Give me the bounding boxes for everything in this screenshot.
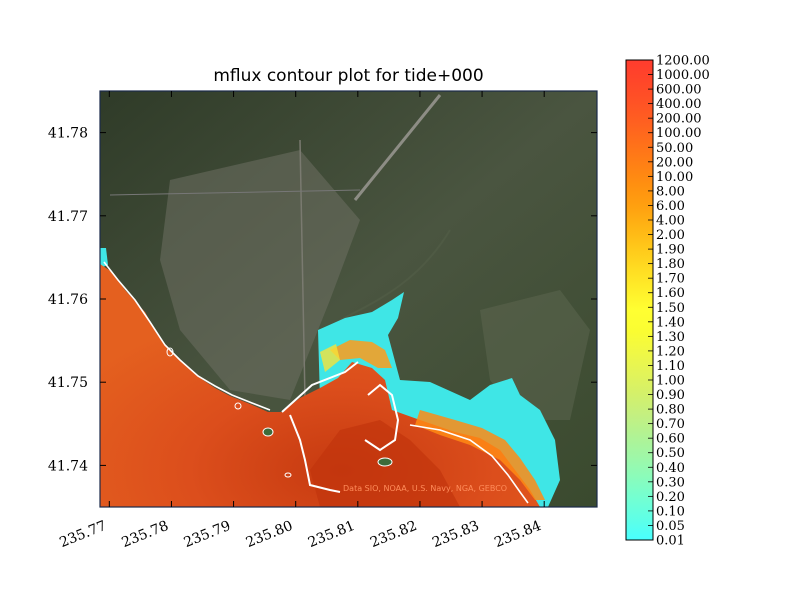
island <box>377 457 393 467</box>
colorbar-label: 0.30 <box>656 475 685 490</box>
y-tick-label: 41.76 <box>48 292 88 308</box>
x-tick-label: 235.79 <box>182 518 233 551</box>
colorbar-label: 0.20 <box>656 490 685 505</box>
colorbar-label: 6.00 <box>656 199 685 214</box>
urban-area <box>160 150 360 400</box>
rock <box>284 472 292 478</box>
colorbar-label: 1.30 <box>656 330 685 345</box>
transition-band <box>330 340 392 368</box>
colorbar-label: 1.10 <box>656 359 685 374</box>
colorbar-label: 1.50 <box>656 301 685 316</box>
colorbar-label: 0.10 <box>656 504 685 519</box>
shallow-water-west <box>100 248 108 268</box>
y-tick-label: 41.77 <box>48 209 88 225</box>
rock <box>166 347 174 357</box>
colorbar-label: 0.01 <box>656 534 685 549</box>
jetty <box>281 361 359 493</box>
x-tick-label: 235.81 <box>306 518 357 551</box>
coastline-east <box>409 424 529 504</box>
colorbar-label: 50.00 <box>656 141 693 156</box>
x-tick-label: 235.84 <box>492 518 543 551</box>
colorbar-label: 8.00 <box>656 184 685 199</box>
ocean-flux-field <box>100 264 540 507</box>
plot-area: Data SIO, NOAA, U.S. Navy, NGA, GEBCO <box>100 91 597 507</box>
colorbar-label: 1.70 <box>656 272 685 287</box>
rock <box>234 402 242 410</box>
transition-band <box>320 344 340 372</box>
colorbar-label: 1.00 <box>656 374 685 389</box>
colorbar-label: 10.00 <box>656 170 693 185</box>
road <box>109 189 361 196</box>
highway <box>353 94 442 201</box>
colorbar-label: 1200.00 <box>656 54 710 69</box>
jetty <box>364 383 400 452</box>
y-tick-label: 41.78 <box>48 126 88 142</box>
colorbar-label: 0.90 <box>656 388 685 403</box>
x-tick-label: 235.80 <box>244 518 295 551</box>
colorbar-label: 1.40 <box>656 315 685 330</box>
colorbar-label: 2.00 <box>656 228 685 243</box>
colorbar-label: 1.80 <box>656 257 685 272</box>
chart-title: mflux contour plot for tide+000 <box>213 66 484 86</box>
x-tick-label: 235.82 <box>368 518 419 551</box>
y-tick-label: 41.75 <box>48 375 88 391</box>
colorbar-label: 0.05 <box>656 519 685 534</box>
colorbar-label: 600.00 <box>656 83 702 98</box>
colorbar-ramp <box>625 59 654 541</box>
river <box>339 229 451 321</box>
colorbar-label: 20.00 <box>656 155 693 170</box>
colorbar-label: 200.00 <box>656 112 702 127</box>
colorbar-label: 1.60 <box>656 286 685 301</box>
colorbar-label: 1.90 <box>656 243 685 258</box>
colorbar-label: 0.70 <box>656 417 685 432</box>
coastline <box>103 261 271 411</box>
colorbar-label: 0.50 <box>656 446 685 461</box>
colorbar-label: 1000.00 <box>656 68 710 83</box>
road <box>299 139 306 401</box>
islet <box>262 427 274 437</box>
colorbar-label: 4.00 <box>656 214 685 229</box>
colorbar-label: 0.80 <box>656 403 685 418</box>
colorbar-label: 400.00 <box>656 97 702 112</box>
colorbar-label: 0.40 <box>656 461 685 476</box>
x-tick-label: 235.77 <box>57 518 108 551</box>
x-tick-label: 235.83 <box>430 518 481 551</box>
y-tick-label: 41.74 <box>48 458 88 474</box>
x-tick-label: 235.78 <box>120 518 171 551</box>
colorbar: 0.010.050.100.200.300.400.500.600.700.80… <box>625 54 710 549</box>
attribution-text: Data SIO, NOAA, U.S. Navy, NGA, GEBCO <box>343 484 507 493</box>
colorbar-label: 1.20 <box>656 344 685 359</box>
colorbar-label: 100.00 <box>656 126 702 141</box>
colorbar-label: 0.60 <box>656 432 685 447</box>
